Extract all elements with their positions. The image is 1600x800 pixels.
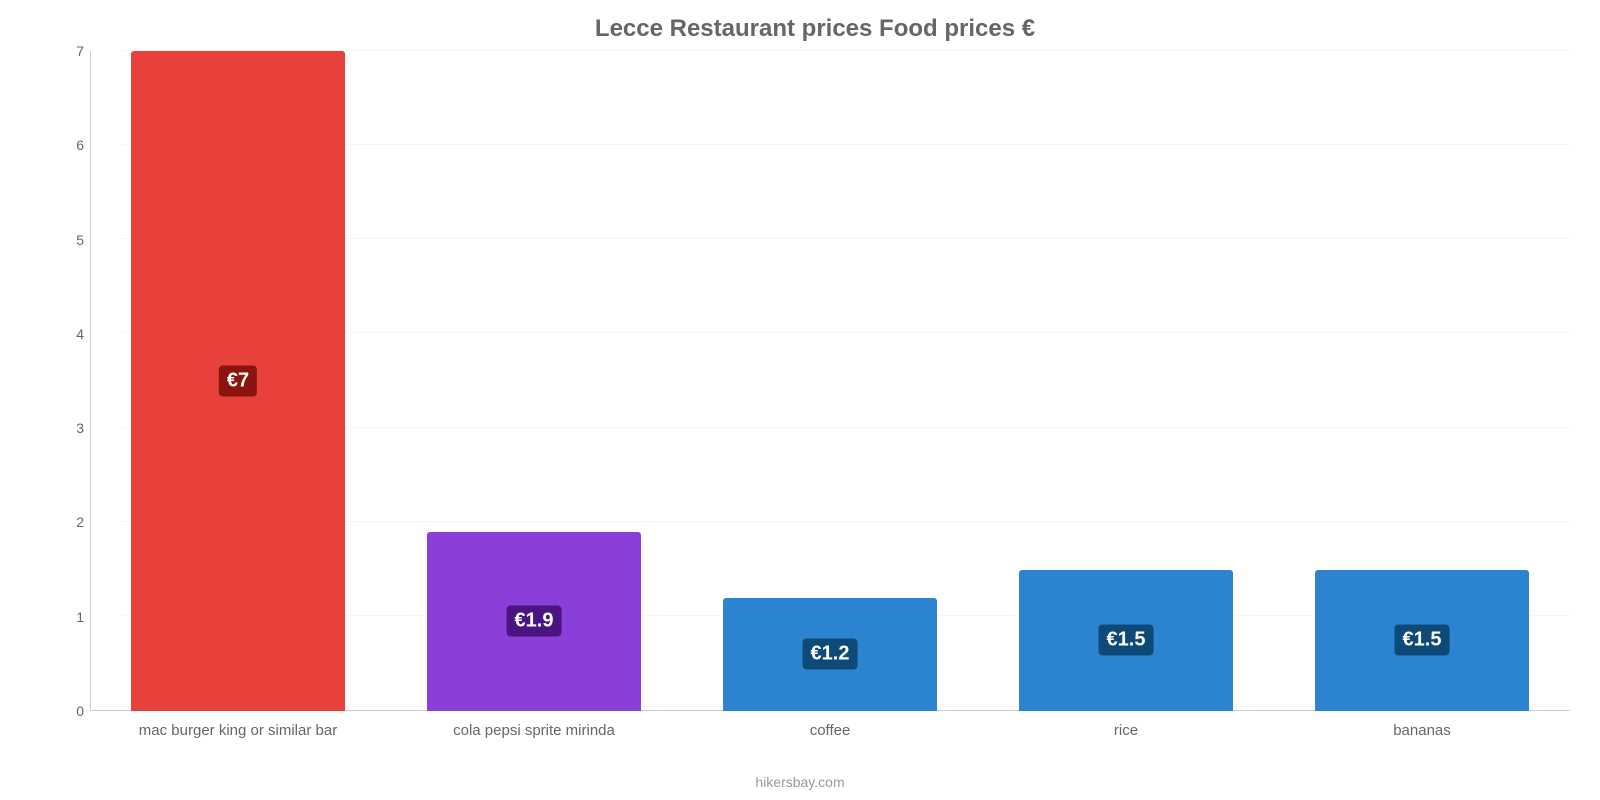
bar: €1.2 bbox=[723, 598, 936, 711]
x-category-label: cola pepsi sprite mirinda bbox=[386, 722, 682, 739]
chart-source: hikersbay.com bbox=[0, 774, 1600, 790]
x-category-label: bananas bbox=[1274, 722, 1570, 739]
y-tick-label: 5 bbox=[76, 232, 84, 248]
bar-slot: €1.5 bbox=[1274, 51, 1570, 711]
plot-area: 01234567 €7€1.9€1.2€1.5€1.5 mac burger k… bbox=[60, 51, 1570, 711]
bar: €1.5 bbox=[1315, 570, 1528, 711]
chart-title: Lecce Restaurant prices Food prices € bbox=[60, 15, 1570, 43]
x-axis-labels: mac burger king or similar barcola pepsi… bbox=[90, 722, 1570, 739]
x-category-label: mac burger king or similar bar bbox=[90, 722, 386, 739]
y-tick-label: 4 bbox=[76, 326, 84, 342]
bar-slot: €7 bbox=[90, 51, 386, 711]
bar-slot: €1.5 bbox=[978, 51, 1274, 711]
bars-area: €7 €1.9 €1.2 €1.5 €1.5 bbox=[90, 51, 1570, 711]
y-tick-label: 3 bbox=[76, 420, 84, 436]
bar: €1.5 bbox=[1019, 570, 1232, 711]
bar-value-label: €1.5 bbox=[1099, 625, 1154, 656]
bar-value-label: €7 bbox=[219, 366, 257, 397]
y-tick-label: 1 bbox=[76, 609, 84, 625]
x-category-label: rice bbox=[978, 722, 1274, 739]
bar: €7 bbox=[131, 51, 344, 711]
y-tick-label: 7 bbox=[76, 43, 84, 59]
y-tick-label: 6 bbox=[76, 137, 84, 153]
y-tick-label: 0 bbox=[76, 703, 84, 719]
bar-slot: €1.2 bbox=[682, 51, 978, 711]
bar-value-label: €1.9 bbox=[507, 606, 562, 637]
y-tick-label: 2 bbox=[76, 514, 84, 530]
y-axis: 01234567 bbox=[60, 51, 90, 711]
bar-value-label: €1.2 bbox=[803, 639, 858, 670]
bar-value-label: €1.5 bbox=[1395, 625, 1450, 656]
x-category-label: coffee bbox=[682, 722, 978, 739]
chart-container: Lecce Restaurant prices Food prices € 0 1… bbox=[0, 0, 1600, 800]
bar-slot: €1.9 bbox=[386, 51, 682, 711]
bar: €1.9 bbox=[427, 532, 640, 711]
